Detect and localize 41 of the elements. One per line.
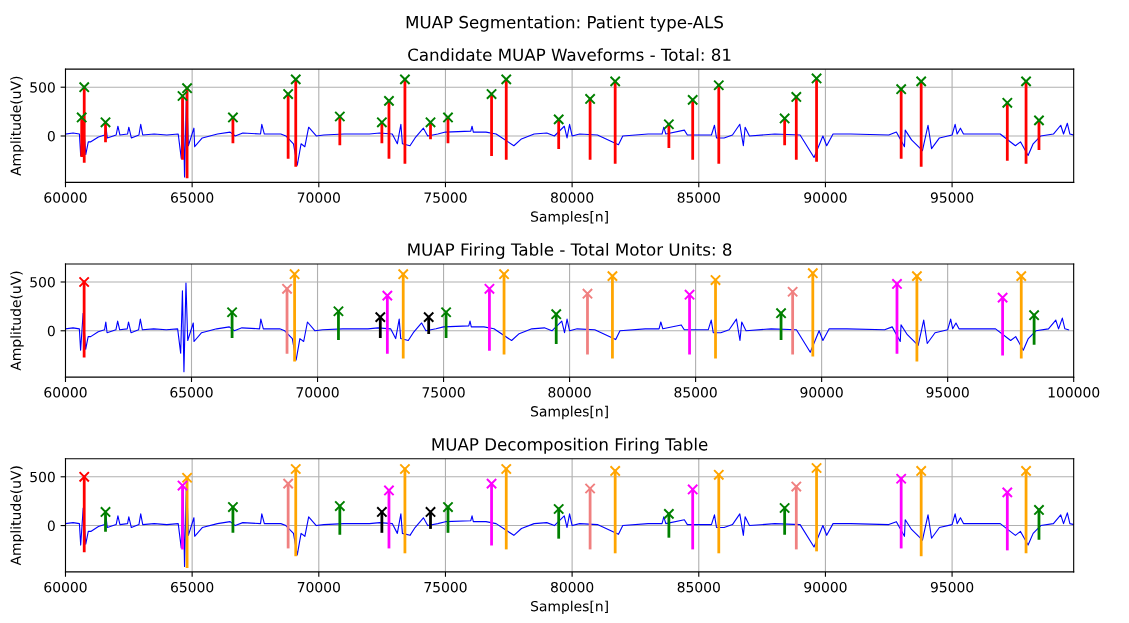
x-tick-label: 60000 bbox=[44, 192, 87, 203]
x-tick-label: 95000 bbox=[930, 192, 974, 203]
y-tick-label: 500 bbox=[30, 82, 55, 93]
x-tick-label: 100000 bbox=[1048, 387, 1100, 398]
y-axis-title: Amplitude(uV) bbox=[10, 271, 24, 371]
x-tick-label: 75000 bbox=[424, 192, 467, 203]
x-tick-label: 90000 bbox=[804, 192, 847, 203]
x-tick-label: 65000 bbox=[171, 192, 214, 203]
x-axis-title: Samples[n] bbox=[531, 600, 608, 615]
y-tick-label: 500 bbox=[30, 471, 55, 483]
chart-title: MUAP Firing Table - Total Motor Units: 8 bbox=[408, 242, 732, 260]
x-tick-label: 80000 bbox=[548, 387, 591, 398]
y-axis-title: Amplitude(uV) bbox=[10, 466, 24, 566]
x-tick-label: 95000 bbox=[926, 387, 969, 398]
x-tick-label: 65000 bbox=[171, 581, 214, 593]
x-tick-label: 60000 bbox=[44, 581, 87, 593]
x-tick-label: 80000 bbox=[550, 581, 594, 593]
x-tick-label: 90000 bbox=[804, 581, 847, 593]
y-tick-label: 0 bbox=[47, 325, 55, 337]
x-axis-title: Samples[n] bbox=[531, 405, 608, 420]
x-tick-label: 75000 bbox=[422, 387, 465, 398]
x-tick-label: 85000 bbox=[677, 581, 720, 593]
y-tick-label: 500 bbox=[30, 276, 55, 288]
y-tick-label: 0 bbox=[47, 520, 55, 532]
chart-title: Candidate MUAP Waveforms - Total: 81 bbox=[408, 48, 731, 62]
x-tick-label: 90000 bbox=[800, 387, 843, 398]
x-tick-label: 80000 bbox=[550, 192, 594, 203]
x-tick-label: 70000 bbox=[297, 581, 340, 593]
x-tick-label: 70000 bbox=[296, 387, 339, 398]
x-tick-label: 85000 bbox=[674, 387, 717, 398]
x-tick-label: 70000 bbox=[297, 192, 340, 203]
x-tick-label: 60000 bbox=[44, 387, 87, 398]
text: MUAP Segmentation: Patient type-ALS bbox=[406, 15, 723, 32]
y-axis-title: Amplitude(uV) bbox=[10, 76, 24, 176]
x-tick-label: 95000 bbox=[930, 581, 974, 593]
chart-title: MUAP Decomposition Firing Table bbox=[432, 437, 708, 454]
x-axis-title: Samples[n] bbox=[531, 211, 608, 225]
x-tick-label: 65000 bbox=[170, 387, 213, 398]
x-tick-label: 75000 bbox=[424, 581, 467, 593]
x-tick-label: 85000 bbox=[677, 192, 720, 203]
y-tick-label: 0 bbox=[47, 130, 55, 142]
